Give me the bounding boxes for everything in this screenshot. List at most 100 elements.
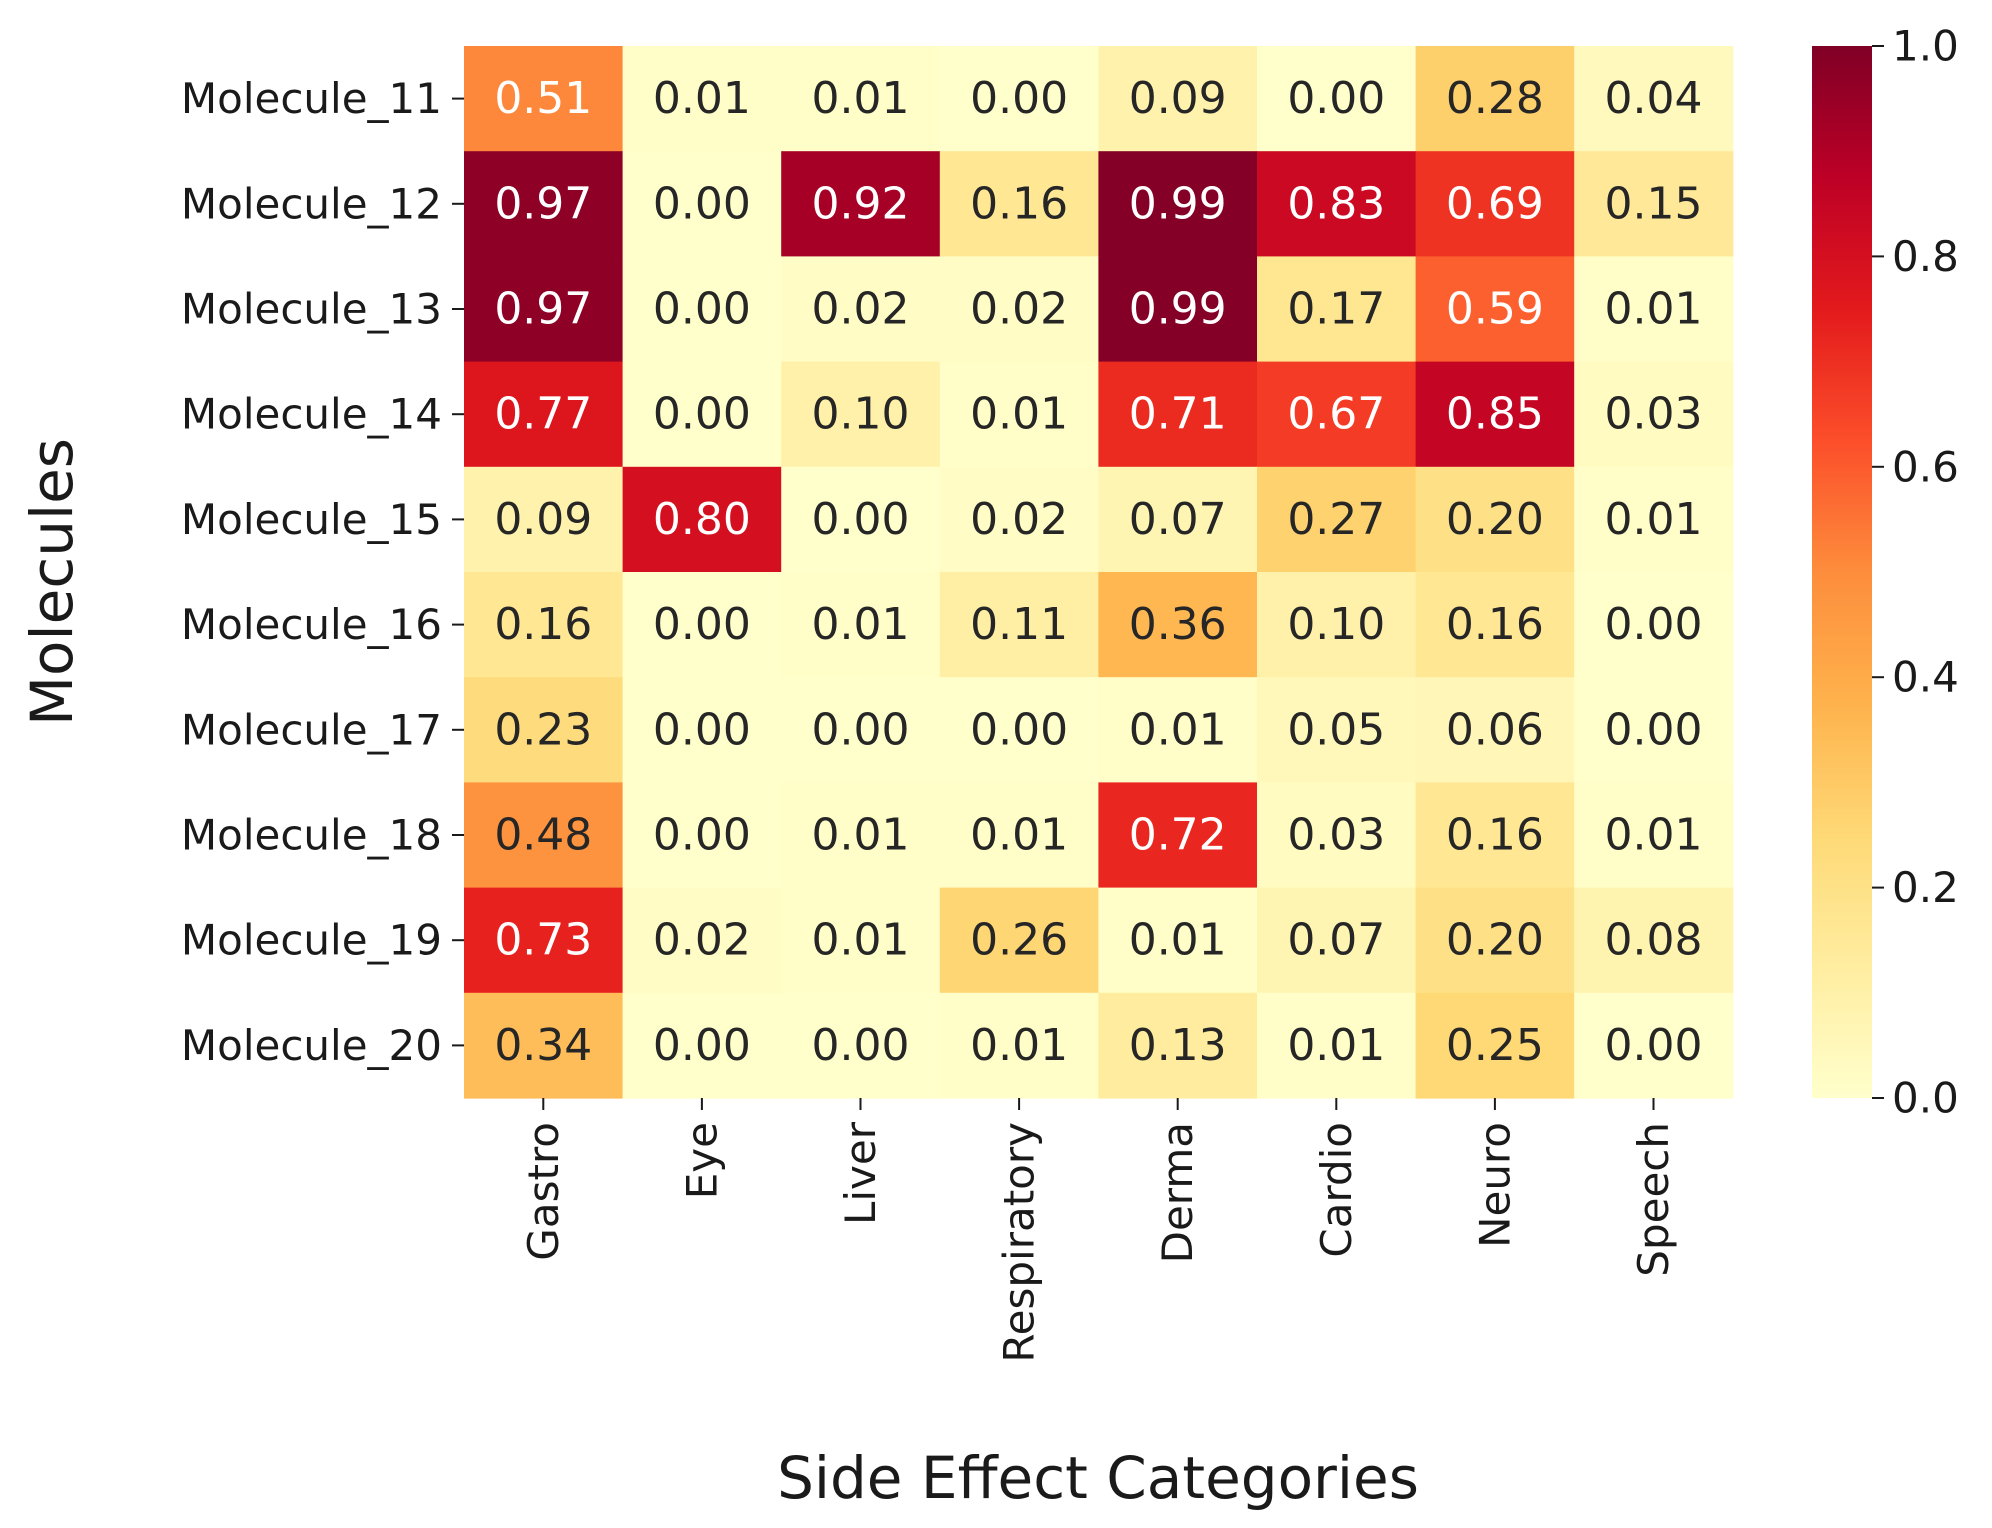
heatmap-cell: [1257, 466, 1417, 573]
y-tick-label: Molecule_18: [181, 811, 442, 860]
heatmap-cell: [622, 677, 782, 783]
heatmap-cell: [622, 46, 782, 152]
heatmap-cell-value: 0.03: [1287, 810, 1385, 861]
heatmap-cell-value: 0.01: [1605, 284, 1703, 335]
y-tick-label: Molecule_20: [181, 1021, 442, 1070]
heatmap-cell: [1257, 677, 1417, 783]
colorbar-tick-label: 0.6: [1892, 442, 1959, 491]
heatmap-cell-value: 0.01: [812, 915, 910, 966]
x-tick-label: Derma: [1153, 1122, 1202, 1263]
y-tick-label: Molecule_16: [181, 600, 442, 649]
heatmap-cell: [939, 887, 1099, 994]
heatmap-cell: [1257, 256, 1417, 363]
heatmap-cell-value: 0.01: [1287, 1020, 1385, 1071]
y-tick-label: Molecule_15: [181, 495, 442, 544]
heatmap-cell-value: 0.00: [1605, 704, 1703, 755]
heatmap-cell: [939, 572, 1099, 678]
heatmap-cell: [622, 782, 782, 889]
heatmap-cell: [464, 466, 624, 573]
heatmap-cell-value: 0.00: [1287, 73, 1385, 124]
heatmap-cell-value: 0.97: [494, 284, 592, 335]
heatmap-cell-value: 0.01: [1605, 494, 1703, 545]
heatmap-cell: [1574, 46, 1734, 152]
heatmap-cell-value: 0.36: [1129, 599, 1227, 650]
heatmap-cell-value: 0.02: [653, 915, 751, 966]
heatmap-cell: [1098, 677, 1258, 783]
heatmap-cell: [781, 46, 941, 152]
x-tick-label: Speech: [1629, 1122, 1678, 1277]
heatmap-cell-value: 0.09: [1129, 73, 1227, 124]
heatmap-cell: [1574, 572, 1734, 678]
heatmap-cell: [781, 361, 941, 468]
heatmap-cell-value: 0.00: [653, 1020, 751, 1071]
heatmap-cell-value: 0.71: [1129, 389, 1227, 440]
heatmap-cell-labels: 0.51 0.01 0.01 0.00 0.09 0.00 0.28 0.04 0.97 0.00…: [494, 73, 1702, 1071]
heatmap-cell: [1415, 361, 1575, 468]
heatmap-cell-value: 0.00: [653, 389, 751, 440]
heatmap-cell-value: 0.01: [1605, 810, 1703, 861]
heatmap-cell: [1574, 782, 1734, 889]
heatmap-cell-value: 0.48: [494, 810, 592, 861]
y-axis-label: Molecules: [18, 438, 86, 726]
heatmap-cell: [939, 466, 1099, 573]
x-tick-label: Gastro: [519, 1122, 568, 1261]
heatmap-cell-value: 0.16: [970, 178, 1068, 229]
heatmap-cell: [464, 782, 624, 889]
heatmap-cell: [1257, 572, 1417, 678]
heatmap-cell-value: 0.00: [812, 704, 910, 755]
heatmap-cell: [781, 151, 941, 257]
heatmap-cell: [1098, 466, 1258, 573]
heatmap-cell-value: 0.97: [494, 178, 592, 229]
heatmap-cell-value: 0.27: [1287, 494, 1385, 545]
heatmap-cell: [781, 887, 941, 994]
heatmap-cell: [1574, 151, 1734, 257]
heatmap-cell: [1257, 992, 1417, 1099]
heatmap-cell: [1098, 572, 1258, 678]
heatmap-cell: [622, 887, 782, 994]
heatmap-cell-value: 0.13: [1129, 1020, 1227, 1071]
heatmap-cell-value: 0.02: [812, 284, 910, 335]
heatmap-cell-value: 0.51: [494, 73, 592, 124]
x-tick-label: Cardio: [1312, 1122, 1361, 1258]
heatmap-cell: [464, 151, 624, 257]
heatmap-cell-value: 0.00: [812, 494, 910, 545]
heatmap-cell: [464, 992, 624, 1099]
heatmap-cell-value: 0.06: [1446, 704, 1544, 755]
heatmap-cell-value: 0.00: [653, 599, 751, 650]
heatmap-cell: [1098, 361, 1258, 468]
x-axis-label: Side Effect Categories: [777, 1444, 1419, 1512]
heatmap-cell-value: 0.00: [1605, 1020, 1703, 1071]
heatmap-cell-value: 0.77: [494, 389, 592, 440]
heatmap-cell: [1574, 466, 1734, 573]
heatmap-cell-value: 0.16: [494, 599, 592, 650]
heatmap-cell: [622, 466, 782, 573]
colorbar-tick-label: 0.4: [1892, 653, 1959, 702]
heatmap-cell: [781, 992, 941, 1099]
heatmap-cell: [781, 782, 941, 889]
heatmap-cell-value: 0.83: [1287, 178, 1385, 229]
heatmap-cell: [939, 361, 1099, 468]
heatmap-cell-value: 0.20: [1446, 494, 1544, 545]
heatmap-cell-value: 0.02: [970, 284, 1068, 335]
heatmap-cell-value: 0.16: [1446, 599, 1544, 650]
heatmap-cell-value: 0.16: [1446, 810, 1544, 861]
heatmap-cell: [939, 151, 1099, 257]
heatmap-cell: [622, 256, 782, 363]
heatmap-cell-value: 0.01: [653, 73, 751, 124]
heatmap-cell-value: 0.01: [812, 599, 910, 650]
heatmap-cell-value: 0.28: [1446, 73, 1544, 124]
colorbar: 0.0 0.2 0.4 0.6 0.8 1.0: [1812, 22, 1959, 1123]
heatmap-cell: [939, 992, 1099, 1099]
heatmap-cell-value: 0.01: [1129, 915, 1227, 966]
heatmap-cell-value: 0.01: [970, 810, 1068, 861]
heatmap-cell: [1257, 887, 1417, 994]
heatmap-cell-value: 0.00: [970, 73, 1068, 124]
heatmap-cell: [464, 677, 624, 783]
heatmap-cell-value: 0.01: [970, 1020, 1068, 1071]
heatmap-cell: [1574, 677, 1734, 783]
heatmap-cell: [1415, 256, 1575, 363]
y-tick-label: Molecule_19: [181, 916, 442, 965]
heatmap-cell-value: 0.11: [970, 599, 1068, 650]
heatmap-cell: [939, 256, 1099, 363]
